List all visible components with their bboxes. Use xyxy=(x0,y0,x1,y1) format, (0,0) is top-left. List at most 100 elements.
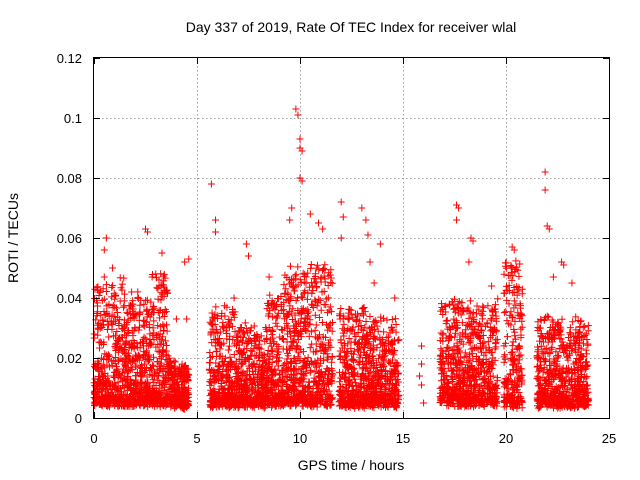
roti-point xyxy=(209,313,217,321)
roti-point xyxy=(509,396,517,404)
roti-point xyxy=(141,384,149,392)
roti-point xyxy=(219,396,227,404)
roti-point xyxy=(122,363,130,371)
roti-point xyxy=(228,322,236,330)
roti-point xyxy=(291,324,299,332)
roti-point xyxy=(300,397,308,405)
roti-point xyxy=(277,386,285,394)
roti-point xyxy=(360,311,368,319)
roti-point xyxy=(393,399,401,407)
roti-point xyxy=(459,304,467,312)
roti-point xyxy=(451,304,459,312)
roti-point xyxy=(356,353,364,361)
roti-point xyxy=(300,278,308,286)
roti-point xyxy=(446,324,454,332)
roti-point xyxy=(370,333,378,341)
roti-point xyxy=(366,312,374,320)
roti-point xyxy=(509,314,517,322)
roti-point xyxy=(452,386,460,394)
roti-point xyxy=(553,360,561,368)
roti-point xyxy=(208,352,216,360)
roti-point xyxy=(485,368,493,376)
roti-point xyxy=(131,324,139,332)
roti-point xyxy=(174,368,182,376)
roti-point xyxy=(161,305,169,313)
roti-point xyxy=(360,364,368,372)
roti-point xyxy=(351,379,359,387)
roti-point xyxy=(216,352,224,360)
roti-point xyxy=(311,270,319,278)
roti-point xyxy=(220,339,228,347)
roti-point xyxy=(509,289,517,297)
roti-point xyxy=(317,397,325,405)
roti-point xyxy=(359,344,367,352)
roti-point xyxy=(288,386,296,394)
roti-point xyxy=(142,335,150,343)
roti-point xyxy=(262,325,270,333)
roti-point xyxy=(94,308,102,316)
roti-point xyxy=(324,272,332,280)
roti-point xyxy=(394,337,402,345)
roti-point xyxy=(342,381,350,389)
roti-point xyxy=(494,295,502,303)
roti-point xyxy=(257,390,265,398)
roti-point xyxy=(457,311,465,319)
roti-point xyxy=(287,367,295,375)
roti-point xyxy=(308,289,316,297)
roti-point xyxy=(238,360,246,368)
roti-point xyxy=(547,335,555,343)
roti-point xyxy=(320,301,328,309)
roti-point xyxy=(358,309,366,317)
roti-point xyxy=(235,376,243,384)
roti-point xyxy=(95,376,103,384)
roti-point xyxy=(510,355,518,363)
roti-point xyxy=(327,401,335,409)
roti-point xyxy=(534,346,542,354)
roti-point xyxy=(507,268,515,276)
roti-point xyxy=(181,400,189,408)
roti-point xyxy=(247,352,255,360)
roti-point xyxy=(351,369,359,377)
roti-point xyxy=(462,332,470,340)
roti-point xyxy=(271,395,279,403)
roti-point xyxy=(316,297,324,305)
roti-point xyxy=(380,356,388,364)
roti-point xyxy=(515,287,523,295)
roti-point xyxy=(131,310,139,318)
roti-point xyxy=(452,382,460,390)
roti-point xyxy=(515,272,523,280)
roti-point xyxy=(448,367,456,375)
roti-point xyxy=(353,316,361,324)
roti-point xyxy=(212,403,220,411)
roti-point xyxy=(462,326,470,334)
roti-point xyxy=(513,397,521,405)
roti-point xyxy=(226,389,234,397)
roti-point xyxy=(248,380,256,388)
roti-point xyxy=(354,388,362,396)
roti-point xyxy=(454,309,462,317)
roti-point xyxy=(291,272,299,280)
roti-point xyxy=(152,389,160,397)
roti-point xyxy=(491,356,499,364)
roti-point xyxy=(140,402,148,410)
roti-point xyxy=(137,361,145,369)
roti-point xyxy=(300,289,308,297)
roti-point xyxy=(575,342,583,350)
roti-point xyxy=(247,324,255,332)
roti-point xyxy=(354,358,362,366)
roti-point xyxy=(113,308,121,316)
roti-point xyxy=(249,360,257,368)
roti-point xyxy=(288,283,296,291)
roti-point xyxy=(155,379,163,387)
roti-point xyxy=(326,320,334,328)
roti-point xyxy=(317,306,325,314)
roti-point xyxy=(365,358,373,366)
roti-point xyxy=(165,367,173,375)
roti-point xyxy=(451,386,459,394)
roti-point xyxy=(223,362,231,370)
roti-point xyxy=(295,366,303,374)
roti-point xyxy=(306,400,314,408)
roti-point xyxy=(133,401,141,409)
roti-point xyxy=(349,314,357,322)
roti-point xyxy=(245,335,253,343)
